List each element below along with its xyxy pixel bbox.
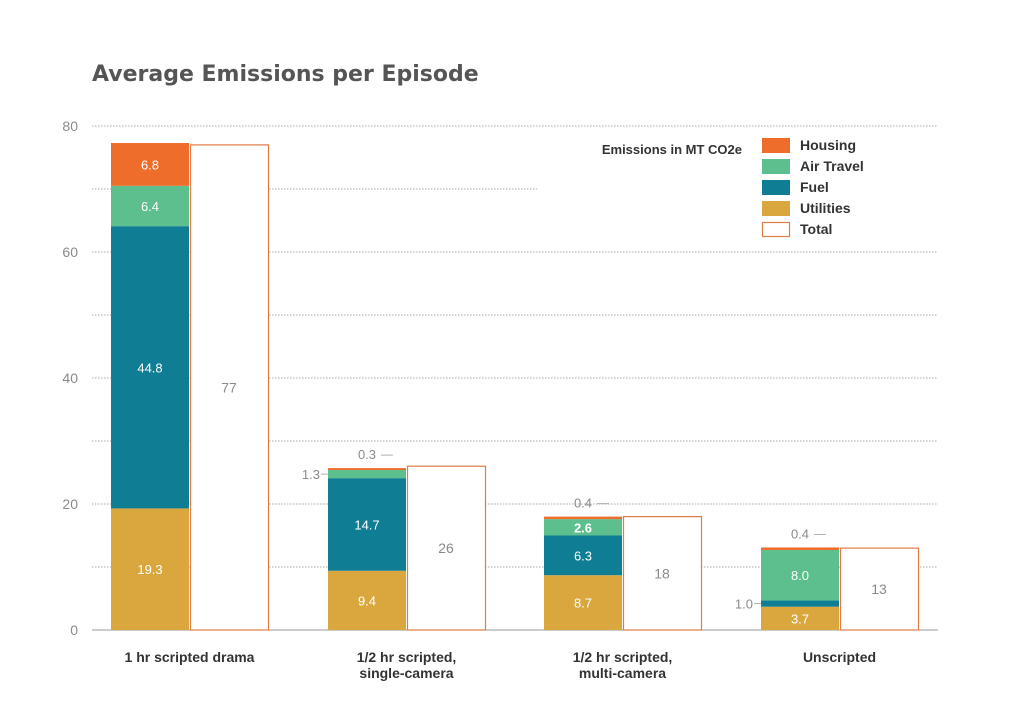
data-label-utilities: 19.3 (137, 562, 162, 577)
bars: 19.3 44.8 6.4 6.8 77 9.4 14.7 1.3 0.3 26 8.7 6.3 2.6… (111, 143, 920, 631)
data-label-total: 18 (654, 565, 670, 581)
bar-housing (761, 547, 839, 550)
x-category-label: 1/2 hr scripted, (357, 649, 457, 665)
legend-label-air-travel: Air Travel (800, 158, 864, 174)
data-label-total: 77 (221, 379, 237, 395)
legend-title: Emissions in MT CO2e (602, 142, 742, 157)
x-category-label: multi-camera (579, 665, 666, 681)
bar-housing (328, 468, 406, 470)
data-label-air-travel: 2.6 (574, 520, 592, 535)
bar-utilities (544, 575, 622, 630)
data-label-housing: 0.3 (358, 447, 376, 462)
data-label-total: 13 (871, 581, 887, 597)
bar-fuel (328, 478, 406, 571)
bar-air-travel (328, 469, 406, 479)
bar-air-travel (111, 185, 189, 227)
data-label-housing: 0.4 (574, 496, 592, 511)
bar-total (189, 144, 270, 631)
chart-title: Average Emissions per Episode (92, 62, 479, 87)
legend-label-housing: Housing (800, 137, 856, 153)
y-tick-label: 20 (62, 496, 78, 512)
data-label-fuel: 1.0 (735, 597, 753, 612)
y-tick-label: 60 (62, 244, 78, 260)
bar-fuel (544, 535, 622, 576)
legend-swatch-air-travel (762, 159, 790, 174)
data-label-housing: 6.8 (141, 157, 159, 172)
data-label-air-travel: 6.4 (141, 199, 159, 214)
bar-total (622, 515, 703, 631)
bar-air-travel (761, 549, 839, 601)
bar-fuel (111, 226, 189, 509)
bar-utilities (761, 606, 839, 630)
data-label-housing: 0.4 (791, 526, 809, 541)
data-label-utilities: 9.4 (358, 593, 376, 608)
bar-total (406, 465, 487, 631)
legend-label-fuel: Fuel (800, 179, 829, 195)
legend-swatch-housing (762, 138, 790, 153)
bar-housing (544, 516, 622, 520)
bar-air-travel (544, 519, 622, 536)
legend-label-total: Total (800, 221, 832, 237)
data-label-fuel: 14.7 (354, 517, 379, 532)
data-label-fuel: 44.8 (137, 360, 162, 375)
data-label-air-travel: 1.3 (302, 467, 320, 482)
data-label-fuel: 6.3 (574, 548, 592, 563)
legend-swatch-total (761, 221, 791, 238)
data-label-total: 26 (438, 540, 454, 556)
data-label-air-travel: 8.0 (791, 568, 809, 583)
legend: Emissions in MT CO2e Housing Air Travel Fue… (602, 137, 864, 238)
data-label-utilities: 3.7 (791, 611, 809, 626)
legend-swatch-utilities (762, 201, 790, 216)
x-category-label: single-camera (359, 665, 453, 681)
bar-fuel (761, 600, 839, 607)
x-category-label: 1/2 hr scripted, (573, 649, 673, 665)
legend-swatch-fuel (762, 180, 790, 195)
y-tick-label: 0 (70, 622, 78, 638)
bar-housing (111, 143, 189, 186)
y-axis: 0 20 40 60 80 (62, 118, 78, 638)
x-axis: 1 hr scripted drama 1/2 hr scripted,singl… (125, 649, 877, 681)
legend-label-utilities: Utilities (800, 200, 851, 216)
x-category-label: Unscripted (803, 649, 876, 665)
bar-total (839, 547, 920, 631)
y-tick-label: 80 (62, 118, 78, 134)
data-label-utilities: 8.7 (574, 596, 592, 611)
bar-utilities (111, 508, 189, 630)
bar-utilities (328, 570, 406, 630)
y-tick-label: 40 (62, 370, 78, 386)
x-category-label: 1 hr scripted drama (125, 649, 255, 665)
